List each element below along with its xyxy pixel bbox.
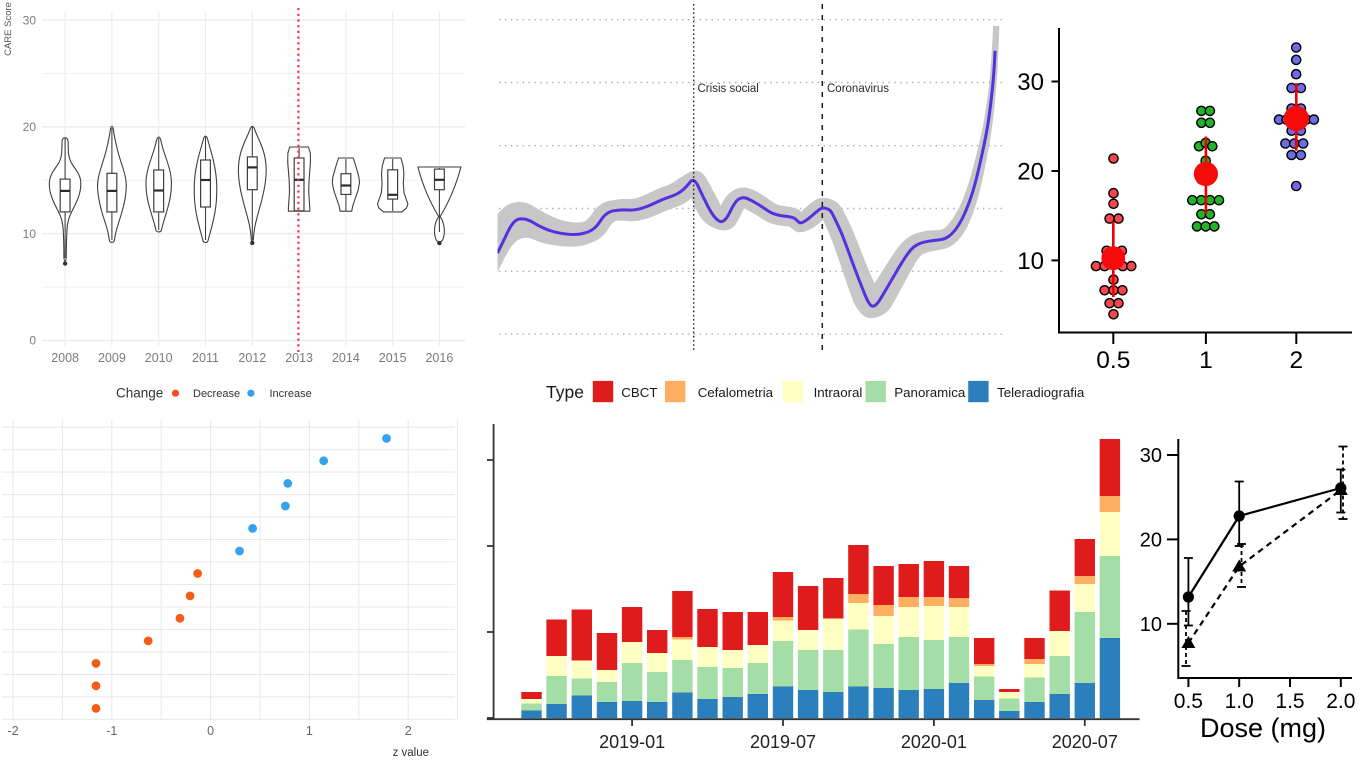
svg-text:2014: 2014	[332, 351, 360, 365]
svg-text:Cefalometria: Cefalometria	[698, 385, 774, 400]
svg-text:20: 20	[1140, 529, 1162, 551]
svg-text:2019-01: 2019-01	[599, 732, 665, 752]
svg-text:1: 1	[1199, 347, 1213, 374]
svg-text:Teleradiografia: Teleradiografia	[997, 385, 1085, 400]
svg-text:30: 30	[1017, 69, 1044, 96]
svg-text:2: 2	[405, 724, 412, 738]
svg-text:2009: 2009	[98, 351, 126, 365]
svg-text:Panoramica: Panoramica	[894, 385, 966, 400]
svg-text:20: 20	[1017, 159, 1044, 186]
svg-text:2013: 2013	[285, 351, 313, 365]
svg-text:1: 1	[306, 724, 313, 738]
svg-text:30: 30	[23, 13, 37, 27]
svg-text:2: 2	[1289, 347, 1303, 374]
svg-text:CARE Score: CARE Score	[3, 2, 14, 56]
svg-text:Decrease: Decrease	[193, 388, 240, 400]
svg-text:Dose (mg): Dose (mg)	[1200, 713, 1326, 743]
svg-text:0.5: 0.5	[1174, 690, 1203, 713]
svg-text:2.0: 2.0	[1326, 690, 1355, 713]
svg-text:20: 20	[23, 120, 37, 134]
svg-text:2010: 2010	[145, 351, 173, 365]
svg-text:30: 30	[1140, 445, 1162, 467]
svg-text:10: 10	[1017, 248, 1044, 275]
svg-text:2019-07: 2019-07	[750, 732, 816, 752]
svg-text:10: 10	[1140, 614, 1162, 636]
svg-text:1.0: 1.0	[1225, 690, 1254, 713]
svg-text:2016: 2016	[425, 351, 453, 365]
svg-text:-1: -1	[106, 724, 117, 738]
svg-text:2015: 2015	[379, 351, 407, 365]
svg-text:z value: z value	[393, 747, 429, 759]
svg-text:-2: -2	[7, 724, 18, 738]
svg-text:0: 0	[207, 724, 214, 738]
svg-text:2020-01: 2020-01	[901, 732, 967, 752]
svg-text:Change: Change	[116, 386, 163, 401]
svg-text:2012: 2012	[238, 351, 266, 365]
svg-text:1.5: 1.5	[1275, 690, 1304, 713]
svg-text:Type: Type	[546, 382, 584, 402]
svg-text:0.5: 0.5	[1096, 347, 1130, 374]
svg-text:CBCT: CBCT	[621, 385, 657, 400]
svg-text:Increase: Increase	[270, 388, 312, 400]
svg-text:10: 10	[23, 227, 37, 241]
svg-text:2008: 2008	[51, 351, 79, 365]
svg-text:0: 0	[29, 334, 36, 348]
svg-text:Intraoral: Intraoral	[814, 385, 863, 400]
svg-text:2020-07: 2020-07	[1052, 732, 1118, 752]
svg-text:Coronavirus: Coronavirus	[827, 83, 889, 95]
svg-text:Crisis social: Crisis social	[698, 83, 759, 95]
svg-text:2011: 2011	[192, 351, 219, 365]
